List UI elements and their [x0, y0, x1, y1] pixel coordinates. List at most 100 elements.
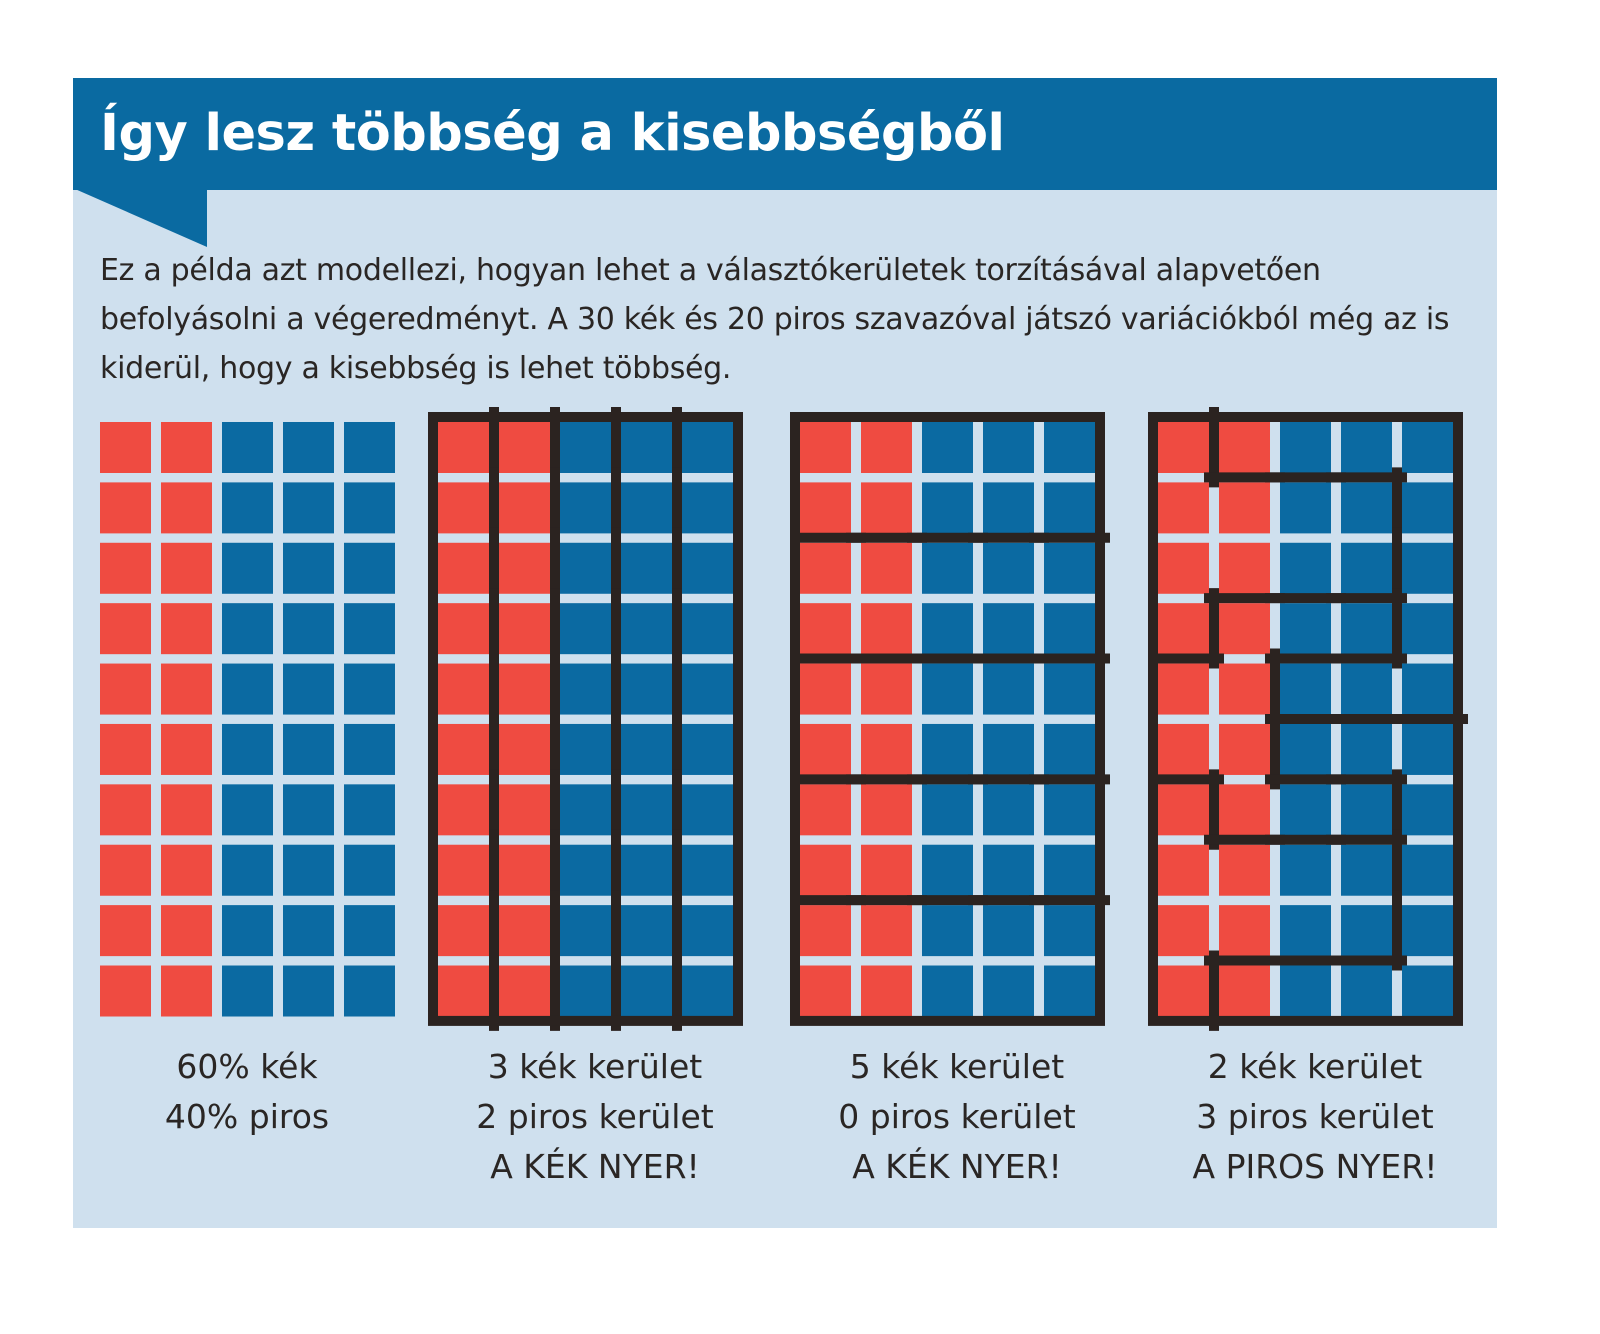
red-voter-cell [1219, 542, 1270, 594]
blue-voter-cell [560, 723, 611, 775]
blue-voter-cell [222, 844, 273, 896]
red-voter-cell [100, 844, 151, 896]
red-voter-cell [438, 844, 489, 896]
blue-voter-cell [682, 482, 733, 534]
blue-voter-cell [922, 422, 973, 473]
red-voter-cell [499, 905, 550, 957]
red-voter-cell [499, 723, 550, 775]
blue-voter-cell [1402, 905, 1453, 957]
red-voter-cell [861, 422, 912, 473]
red-voter-cell [1219, 965, 1270, 1017]
red-voter-cell [800, 663, 851, 715]
blue-voter-cell [1402, 784, 1453, 836]
blue-voter-cell [1044, 784, 1095, 836]
blue-voter-cell [1280, 603, 1331, 655]
red-voter-cell [499, 965, 550, 1017]
red-voter-cell [800, 844, 851, 896]
red-voter-cell [161, 603, 212, 655]
blue-voter-cell [1341, 784, 1392, 836]
red-voter-cell [438, 422, 489, 473]
blue-voter-cell [1280, 905, 1331, 957]
blue-voter-cell [1341, 965, 1392, 1017]
blue-voter-cell [983, 784, 1034, 836]
blue-voter-cell [222, 663, 273, 715]
red-voter-cell [161, 422, 212, 473]
blue-voter-cell [1402, 723, 1453, 775]
page-title: Így lesz többség a kisebbségből [100, 104, 1005, 163]
red-voter-cell [1158, 542, 1209, 594]
red-voter-cell [861, 482, 912, 534]
blue-voter-cell [621, 482, 672, 534]
blue-voter-cell [560, 542, 611, 594]
blue-voter-cell [1044, 422, 1095, 473]
blue-voter-cell [983, 542, 1034, 594]
red-voter-cell [1219, 603, 1270, 655]
red-voter-cell [861, 542, 912, 594]
red-voter-cell [861, 905, 912, 957]
red-voter-cell [1219, 784, 1270, 836]
blue-voter-cell [283, 482, 334, 534]
district-grid-rows [790, 412, 1110, 1026]
blue-voter-cell [560, 422, 611, 473]
blue-voter-cell [344, 663, 395, 715]
red-voter-cell [161, 482, 212, 534]
blue-voter-cell [344, 422, 395, 473]
blue-voter-cell [1280, 965, 1331, 1017]
blue-voter-cell [1341, 482, 1392, 534]
red-voter-cell [1158, 663, 1209, 715]
blue-voter-cell [344, 482, 395, 534]
blue-voter-cell [1402, 422, 1453, 473]
blue-voter-cell [222, 603, 273, 655]
blue-voter-cell [283, 542, 334, 594]
blue-voter-cell [1402, 482, 1453, 534]
blue-voter-cell [222, 905, 273, 957]
district-outer-border [790, 412, 1105, 1026]
caption-line: 5 kék kerület [849, 1047, 1065, 1086]
red-voter-cell [161, 905, 212, 957]
blue-voter-cell [621, 784, 672, 836]
blue-voter-cell [983, 603, 1034, 655]
district-outer-border [1148, 412, 1463, 1026]
blue-voter-cell [1402, 663, 1453, 715]
red-voter-cell [800, 905, 851, 957]
red-voter-cell [861, 844, 912, 896]
red-voter-cell [499, 482, 550, 534]
red-voter-cell [438, 784, 489, 836]
blue-voter-cell [222, 965, 273, 1017]
red-voter-cell [800, 603, 851, 655]
red-voter-cell [100, 663, 151, 715]
caption-line: 2 kék kerület [1207, 1047, 1423, 1086]
red-voter-cell [438, 965, 489, 1017]
blue-voter-cell [922, 603, 973, 655]
blue-voter-cell [283, 844, 334, 896]
blue-voter-cell [1341, 663, 1392, 715]
blue-voter-cell [283, 965, 334, 1017]
blue-voter-cell [560, 482, 611, 534]
red-voter-cell [800, 482, 851, 534]
blue-voter-cell [1402, 603, 1453, 655]
red-voter-cell [499, 422, 550, 473]
blue-voter-cell [222, 482, 273, 534]
intro-paragraph: Ez a példa azt modellezi, hogyan lehet a… [100, 253, 1450, 386]
red-voter-cell [1158, 905, 1209, 957]
blue-voter-cell [922, 542, 973, 594]
blue-voter-cell [621, 422, 672, 473]
blue-voter-cell [222, 422, 273, 473]
blue-voter-cell [1280, 844, 1331, 896]
caption-line: 60% kék [176, 1047, 318, 1086]
blue-voter-cell [344, 723, 395, 775]
blue-voter-cell [983, 844, 1034, 896]
red-voter-cell [800, 784, 851, 836]
red-voter-cell [100, 482, 151, 534]
blue-voter-cell [682, 723, 733, 775]
caption-line: 2 piros kerület [476, 1097, 714, 1136]
red-voter-cell [1219, 663, 1270, 715]
red-voter-cell [100, 723, 151, 775]
caption-columns: 3 kék kerület 2 piros kerület A KÉK NYER… [415, 1042, 775, 1192]
blue-voter-cell [682, 784, 733, 836]
blue-voter-cell [1341, 844, 1392, 896]
blue-voter-cell [983, 723, 1034, 775]
blue-voter-cell [1402, 542, 1453, 594]
blue-voter-cell [682, 844, 733, 896]
blue-voter-cell [1044, 723, 1095, 775]
